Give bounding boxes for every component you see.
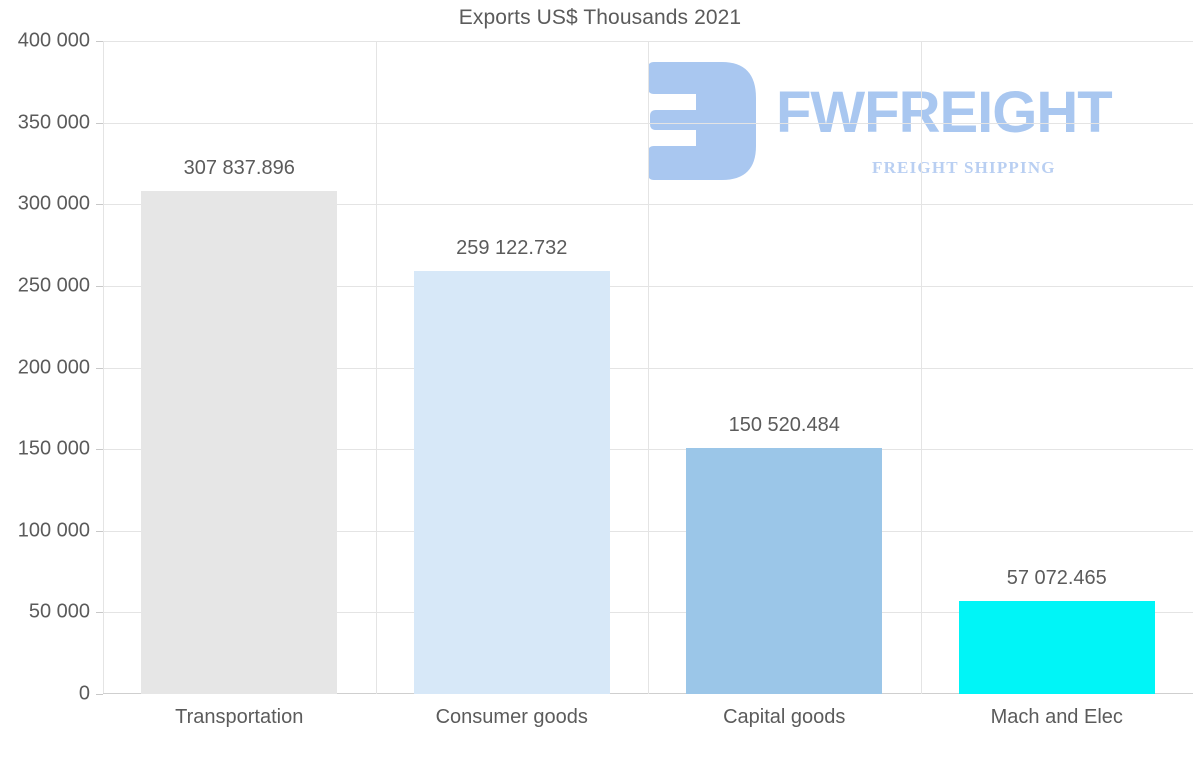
bar[interactable] bbox=[141, 191, 338, 694]
y-axis-tick-label: 150 000 bbox=[17, 437, 90, 460]
y-axis-tick-mark bbox=[96, 694, 103, 695]
y-axis-tick-label: 350 000 bbox=[17, 111, 90, 134]
plot-area bbox=[96, 41, 1193, 695]
bar[interactable] bbox=[413, 270, 610, 694]
y-axis-tick-label: 400 000 bbox=[17, 29, 90, 52]
y-axis-tick-label: 250 000 bbox=[17, 274, 90, 297]
x-axis-category-label: Transportation bbox=[175, 706, 304, 728]
bar[interactable] bbox=[958, 600, 1155, 694]
x-axis-category-label: Mach and Elec bbox=[990, 706, 1123, 728]
y-axis-tick-mark bbox=[96, 367, 103, 369]
y-axis-tick-mark bbox=[96, 530, 103, 532]
bar-value-label: 259 122.732 bbox=[456, 236, 568, 259]
chart-title: Exports US$ Thousands 2021 bbox=[458, 6, 742, 29]
bar-value-label: 57 072.465 bbox=[1006, 566, 1107, 589]
y-axis-tick-mark bbox=[96, 41, 103, 42]
y-axis-tick-mark bbox=[96, 204, 103, 206]
y-axis-tick-mark bbox=[96, 612, 103, 614]
y-axis-tick-label: 300 000 bbox=[17, 192, 90, 215]
gridline-vertical bbox=[648, 41, 649, 694]
y-axis-tick-label: 0 bbox=[78, 682, 90, 705]
gridline-vertical bbox=[376, 41, 377, 694]
y-axis-tick-label: 100 000 bbox=[17, 519, 90, 542]
y-axis-tick-label: 200 000 bbox=[17, 356, 90, 378]
gridline-vertical bbox=[921, 41, 922, 694]
bar[interactable] bbox=[686, 448, 883, 694]
y-axis-tick-mark bbox=[96, 122, 103, 124]
bar-value-label: 307 837.896 bbox=[183, 157, 295, 180]
x-axis-category-label: Capital goods bbox=[723, 706, 846, 728]
y-axis-tick-label: 50 000 bbox=[28, 600, 90, 623]
y-axis-tick-mark bbox=[96, 449, 103, 451]
y-axis-tick-mark bbox=[96, 285, 103, 287]
x-axis-category-label: Consumer goods bbox=[435, 706, 588, 728]
bar-value-label: 150 520.484 bbox=[728, 414, 840, 437]
